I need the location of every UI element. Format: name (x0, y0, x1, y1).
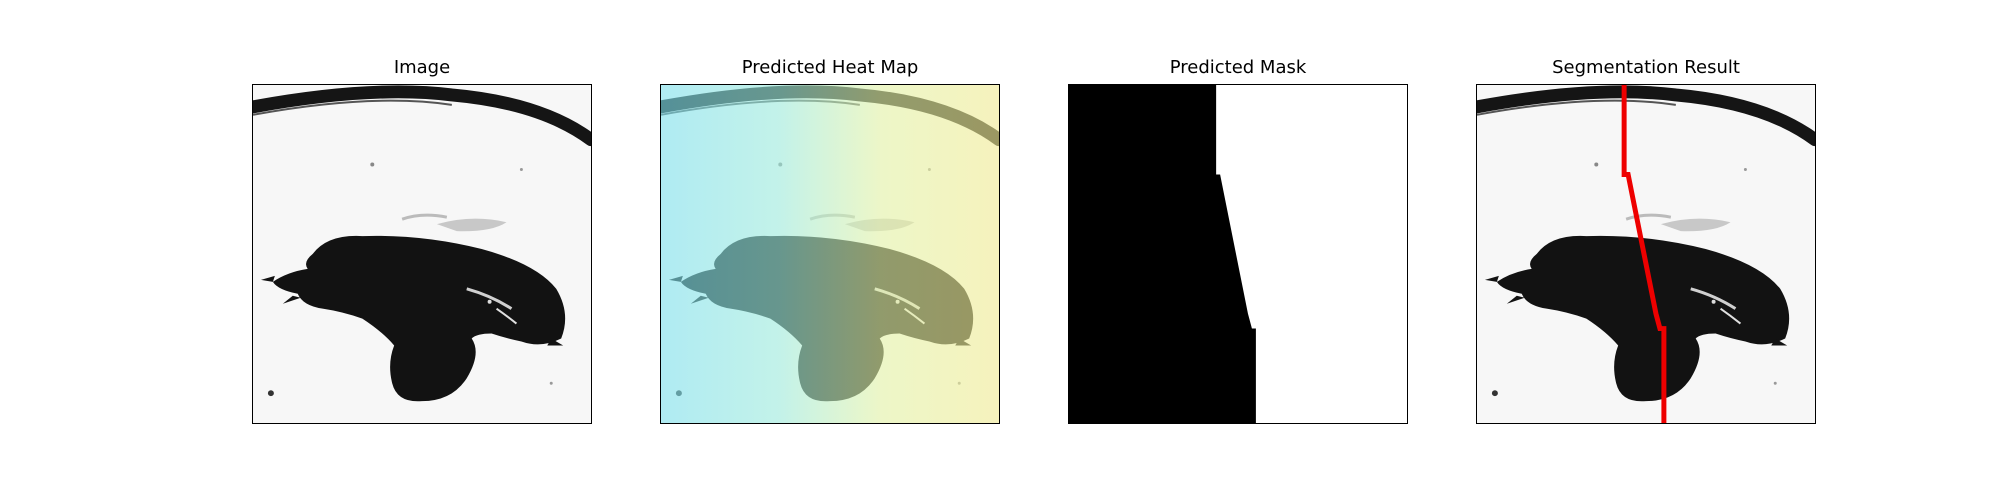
heat-map-frame (660, 84, 1000, 424)
panel-segmentation: Segmentation Result (1476, 0, 1816, 500)
mask-image (1069, 85, 1407, 423)
image-frame (252, 84, 592, 424)
panel-title: Segmentation Result (1552, 57, 1740, 78)
segmentation-image (1477, 85, 1815, 423)
panel-image: Image (252, 0, 592, 500)
heat-map-image (661, 85, 999, 423)
segmentation-boundary-line (1621, 85, 1667, 423)
panel-title: Image (393, 57, 451, 78)
specimen-image (253, 85, 591, 423)
mask-foreground-region (1069, 85, 1256, 423)
panel-title: Predicted Mask (1169, 57, 1307, 78)
mask-frame (1068, 84, 1408, 424)
segmentation-frame (1476, 84, 1816, 424)
panel-title: Predicted Heat Map (741, 57, 919, 78)
panel-mask: Predicted Mask (1068, 0, 1408, 500)
panel-heat-map: Predicted Heat Map (660, 0, 1000, 500)
